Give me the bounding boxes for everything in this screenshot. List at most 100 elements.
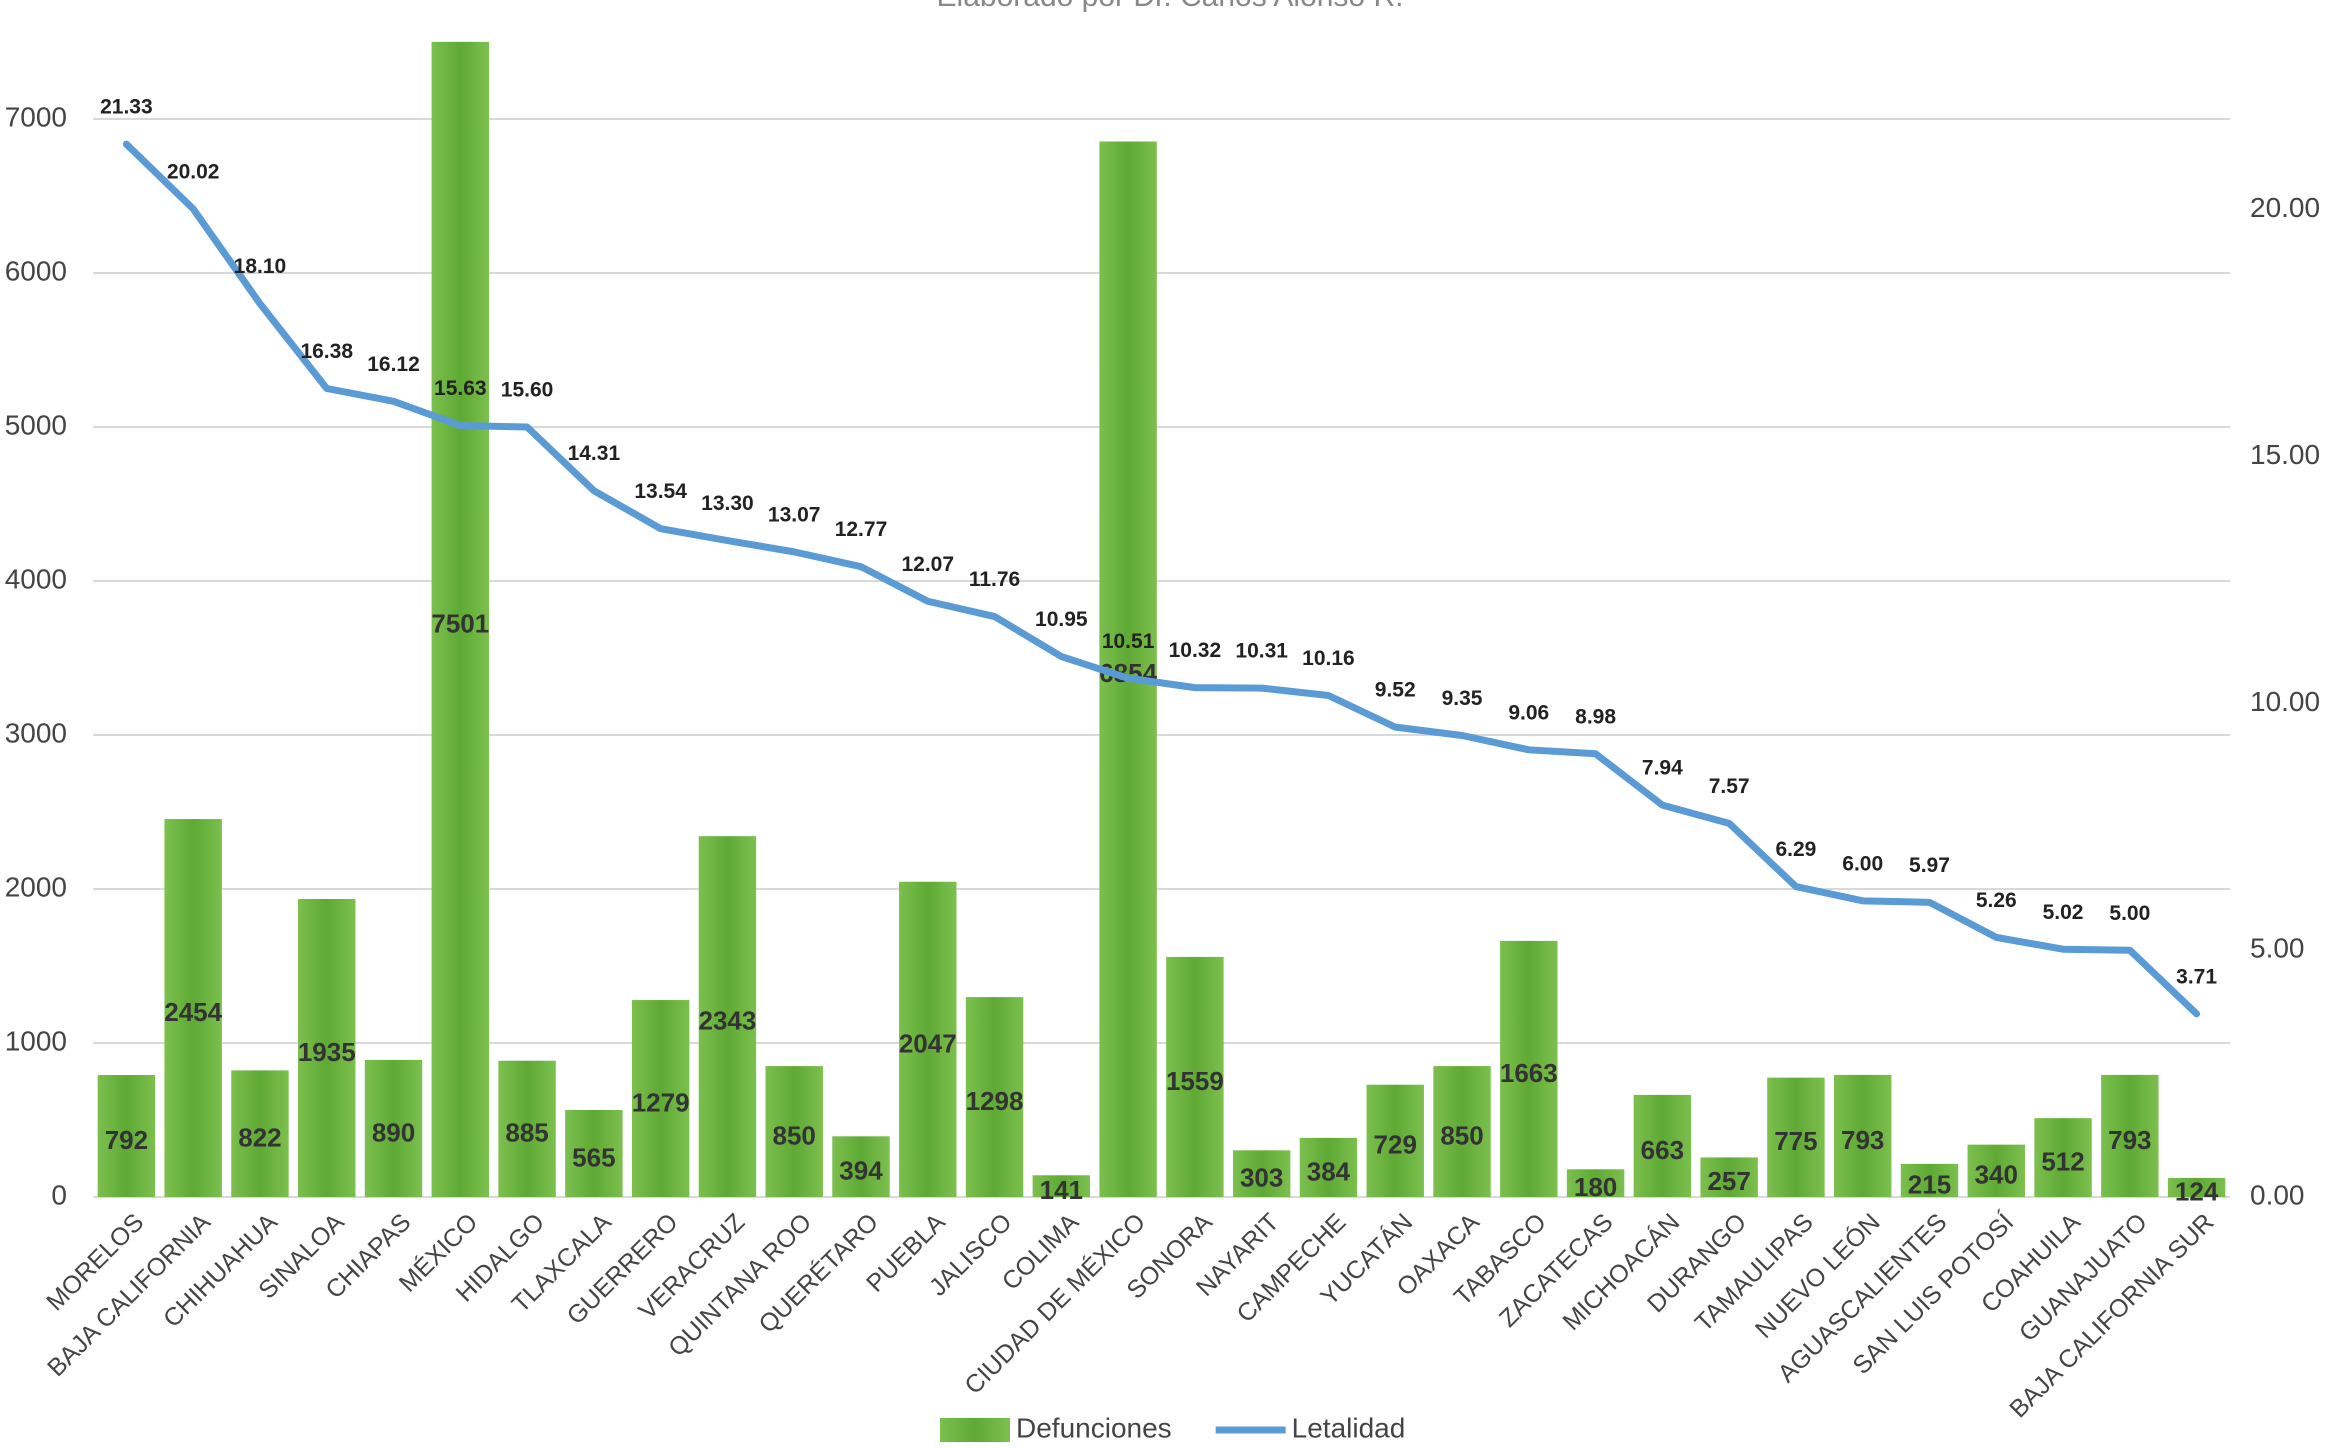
y2-tick-label: 0.00 xyxy=(2250,1179,2305,1210)
line-label: 6.29 xyxy=(1775,838,1816,861)
bar-label: 885 xyxy=(505,1118,548,1148)
bar xyxy=(498,1060,556,1197)
bar-label: 394 xyxy=(839,1156,883,1186)
line-label: 10.51 xyxy=(1102,630,1155,653)
line-label: 7.57 xyxy=(1709,775,1750,798)
line-label: 13.30 xyxy=(701,492,754,515)
bar xyxy=(364,1059,423,1197)
bar-label: 822 xyxy=(238,1123,281,1153)
bar xyxy=(1299,1137,1358,1197)
line-label: 9.06 xyxy=(1508,701,1549,724)
bar xyxy=(899,881,957,1197)
bar xyxy=(1366,1084,1424,1197)
bar xyxy=(1967,1144,2025,1197)
bar-label: 850 xyxy=(1440,1120,1483,1150)
bar-label: 565 xyxy=(572,1142,615,1172)
bar-label: 7501 xyxy=(431,608,489,638)
bar xyxy=(431,41,490,1198)
bar-label: 890 xyxy=(372,1117,415,1147)
bar-label: 340 xyxy=(1975,1160,2018,1190)
bar xyxy=(1767,1077,1825,1197)
bar-label: 1935 xyxy=(298,1037,356,1067)
line-label: 5.02 xyxy=(2043,901,2084,924)
bar xyxy=(1700,1157,1758,1197)
bar xyxy=(765,1066,823,1197)
x-tick-label: MICHOACÁN xyxy=(1557,1207,1686,1336)
y-tick-label: 5000 xyxy=(5,409,67,440)
legend-swatch xyxy=(940,1418,1010,1442)
line-label: 16.12 xyxy=(367,353,420,376)
y-tick-label: 7000 xyxy=(5,101,67,132)
bar-label: 303 xyxy=(1240,1163,1283,1193)
bar xyxy=(164,819,222,1197)
legend-label: Letalidad xyxy=(1292,1412,1406,1443)
bar xyxy=(298,899,356,1197)
bar-label: 792 xyxy=(105,1125,148,1155)
bar-label: 793 xyxy=(1841,1125,1884,1155)
line-label: 18.10 xyxy=(234,255,287,278)
bar xyxy=(1633,1094,1692,1197)
x-tick-label: QUERÉTARO xyxy=(753,1207,884,1338)
bar xyxy=(965,997,1024,1197)
bar xyxy=(1232,1150,1291,1197)
y-tick-label: 2000 xyxy=(5,871,67,902)
line-label: 11.76 xyxy=(969,568,1020,591)
bar-label: 1663 xyxy=(1500,1058,1558,1088)
bar xyxy=(2167,1177,2226,1197)
line-label: 10.95 xyxy=(1035,608,1088,631)
bar xyxy=(1566,1169,1625,1197)
bar xyxy=(1900,1163,1959,1197)
line-label: 7.94 xyxy=(1642,757,1683,780)
y2-tick-label: 10.00 xyxy=(2250,686,2320,717)
bar xyxy=(231,1070,289,1197)
line-label: 6.00 xyxy=(1842,852,1883,875)
y-tick-label: 4000 xyxy=(5,563,67,594)
bar xyxy=(698,836,757,1197)
bar xyxy=(97,1075,156,1197)
bar-label: 775 xyxy=(1774,1126,1817,1156)
bar-label: 141 xyxy=(1040,1175,1083,1205)
y2-tick-label: 5.00 xyxy=(2250,933,2305,964)
line-label: 14.31 xyxy=(568,442,621,465)
y2-tick-label: 20.00 xyxy=(2250,192,2320,223)
y-tick-label: 1000 xyxy=(5,1025,67,1056)
chart-subtitle: Elaborado por Dr. Carlos Alonso R. xyxy=(937,0,1404,13)
y-tick-label: 6000 xyxy=(5,255,67,286)
bar-label: 2454 xyxy=(164,997,222,1027)
line-label: 9.52 xyxy=(1375,679,1416,702)
bar xyxy=(565,1109,623,1197)
line-label: 10.16 xyxy=(1302,647,1355,670)
y2-tick-label: 15.00 xyxy=(2250,439,2320,470)
bar-label: 2343 xyxy=(699,1005,757,1035)
bar-label: 215 xyxy=(1908,1169,1951,1199)
legend-label: Defunciones xyxy=(1016,1412,1172,1443)
y-tick-label: 3000 xyxy=(5,717,67,748)
bar-label: 850 xyxy=(773,1120,816,1150)
bar xyxy=(1166,956,1224,1197)
line-label: 16.38 xyxy=(300,340,353,363)
line-label: 9.35 xyxy=(1442,687,1483,710)
line-label: 13.54 xyxy=(634,480,687,503)
bar xyxy=(1032,1175,1091,1197)
line xyxy=(122,140,2201,1018)
line-label: 10.31 xyxy=(1235,640,1288,663)
line-label: 3.71 xyxy=(2176,965,2217,988)
line-label: 5.00 xyxy=(2109,902,2150,925)
line-label: 13.07 xyxy=(768,503,821,526)
line-label: 8.98 xyxy=(1575,705,1616,728)
line-label: 12.77 xyxy=(835,518,888,541)
line-label: 15.60 xyxy=(501,379,554,402)
bar xyxy=(2034,1118,2092,1197)
bar-label: 384 xyxy=(1307,1156,1351,1186)
line-label: 10.32 xyxy=(1169,639,1222,662)
x-tick-label: TAMAULIPAS xyxy=(1690,1208,1819,1337)
bar xyxy=(631,1000,690,1197)
line-label: 20.02 xyxy=(167,160,220,183)
bar-label: 1559 xyxy=(1166,1066,1224,1096)
bar-label: 2047 xyxy=(899,1028,957,1058)
bar-label: 793 xyxy=(2108,1125,2151,1155)
bar-label: 1298 xyxy=(966,1086,1024,1116)
y-tick-label: 0 xyxy=(51,1179,67,1210)
line-label: 12.07 xyxy=(901,553,954,576)
